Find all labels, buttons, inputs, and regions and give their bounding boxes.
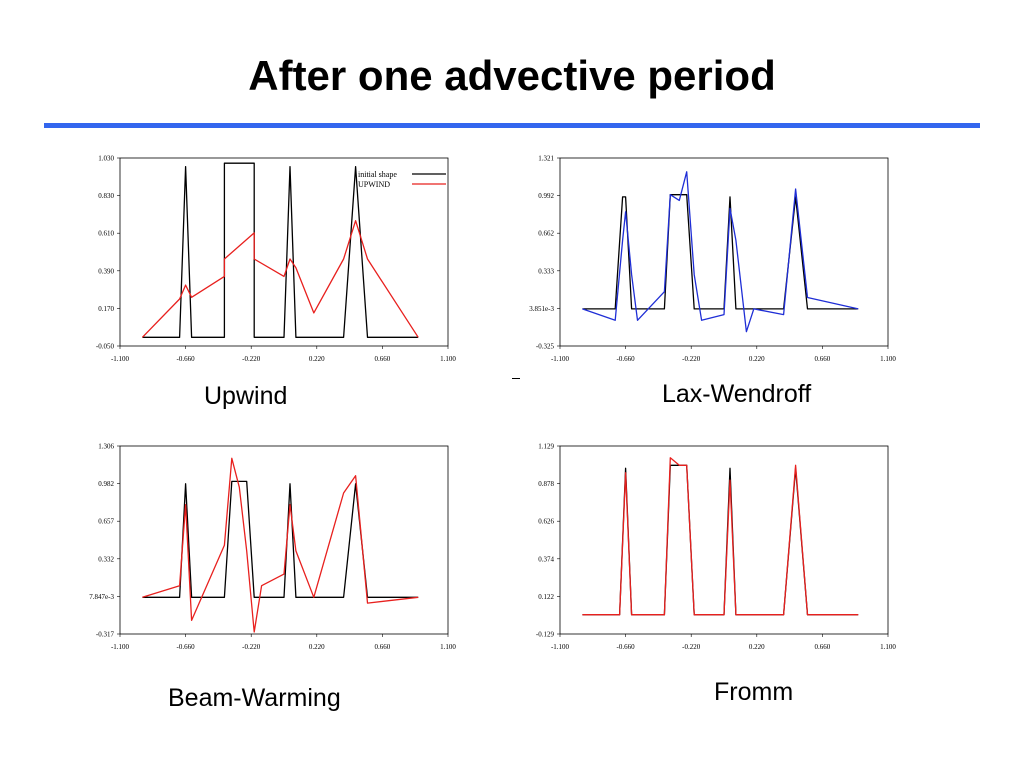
series-line-initial <box>142 480 419 598</box>
y-tick-label: 1.129 <box>538 443 554 451</box>
x-tick-label: -0.660 <box>617 643 636 651</box>
y-tick-label: 0.122 <box>538 593 554 601</box>
y-tick-label: 0.830 <box>98 192 114 200</box>
y-tick-label: 0.878 <box>538 480 554 488</box>
caption-beam-warming: Beam-Warming <box>168 684 341 712</box>
x-tick-label: 0.660 <box>375 643 391 651</box>
upwind-chart: 1.030 0.830 0.610 0.390 0.170 -0.050 -1.100 -0.… <box>80 150 475 375</box>
y-tick-label: -0.325 <box>536 343 555 351</box>
legend-entry: UPWIND <box>358 180 390 189</box>
x-tick-label: -1.100 <box>551 643 570 651</box>
series-line-scheme <box>141 220 419 338</box>
plot-frame <box>559 445 889 635</box>
series-line-scheme <box>582 457 859 616</box>
plot-frame <box>119 157 449 347</box>
y-tick-label: 1.321 <box>538 155 554 163</box>
x-tick-label: -0.220 <box>682 643 701 651</box>
x-tick-label: 0.220 <box>309 355 325 363</box>
y-tick-label: 0.657 <box>98 518 114 526</box>
y-tick-label: 0.374 <box>538 555 554 563</box>
caption-fromm: Fromm <box>714 678 794 706</box>
x-tick-label: 1.100 <box>440 643 456 651</box>
x-tick-label: -0.660 <box>177 355 196 363</box>
x-tick-label: 0.660 <box>375 355 391 363</box>
plot-frame <box>119 445 449 635</box>
y-tick-label: 0.332 <box>98 555 114 563</box>
x-tick-label: 0.220 <box>749 643 765 651</box>
x-tick-label: -0.660 <box>617 355 636 363</box>
caption-upwind: Upwind <box>204 382 288 410</box>
y-tick-label: 0.390 <box>98 267 114 275</box>
upwind-chart-svg: 1.030 0.830 0.610 0.390 0.170 -0.050 -1.100 -0.… <box>96 155 456 364</box>
x-tick-label: 0.660 <box>815 643 831 651</box>
slide-title: After one advective period <box>248 52 776 99</box>
x-tick-label: -1.100 <box>551 355 570 363</box>
y-tick-label: 1.306 <box>98 443 114 451</box>
y-tick-label: 0.992 <box>538 192 554 200</box>
plot-frame <box>559 157 889 347</box>
stray-dash <box>512 378 520 379</box>
y-tick-label: 0.626 <box>538 518 554 526</box>
title-divider <box>44 123 980 128</box>
series-line-scheme <box>582 171 859 333</box>
y-tick-label: 3.851e-3 <box>529 305 554 313</box>
y-tick-label: -0.317 <box>96 631 115 639</box>
x-tick-label: -0.220 <box>682 355 701 363</box>
series-line-initial <box>582 464 859 616</box>
x-tick-label: -0.220 <box>242 355 261 363</box>
y-tick-label: 0.982 <box>98 480 114 488</box>
y-tick-label: 0.333 <box>538 267 554 275</box>
x-tick-label: 1.100 <box>440 355 456 363</box>
series-line-initial <box>142 162 419 338</box>
x-tick-label: -1.100 <box>111 355 130 363</box>
x-tick-label: 1.100 <box>880 643 896 651</box>
y-tick-label: -0.129 <box>536 631 555 639</box>
series-line-initial <box>582 194 859 310</box>
x-tick-label: 0.660 <box>815 355 831 363</box>
beam-warming-chart: 1.306 0.982 0.657 0.332 7.847e-3 -0.317 -1.100… <box>80 438 475 663</box>
x-tick-label: 0.220 <box>749 355 765 363</box>
y-tick-label: 1.030 <box>98 155 114 163</box>
beam-warming-chart-svg: 1.306 0.982 0.657 0.332 7.847e-3 -0.317 -1.100… <box>89 443 456 652</box>
fromm-chart: 1.129 0.878 0.626 0.374 0.122 -0.129 -1.100 -0.… <box>520 438 915 663</box>
x-tick-label: 1.100 <box>880 355 896 363</box>
y-tick-label: 7.847e-3 <box>89 593 114 601</box>
x-tick-label: -0.660 <box>177 643 196 651</box>
y-tick-label: 0.170 <box>98 305 114 313</box>
fromm-chart-svg: 1.129 0.878 0.626 0.374 0.122 -0.129 -1.100 -0.… <box>536 443 896 652</box>
x-tick-label: -1.100 <box>111 643 130 651</box>
y-tick-label: -0.050 <box>96 343 115 351</box>
y-tick-label: 0.610 <box>98 230 114 238</box>
y-tick-label: 0.662 <box>538 230 554 238</box>
series-line-scheme <box>142 457 419 633</box>
caption-lax-wendroff: Lax-Wendroff <box>662 380 812 408</box>
x-tick-label: 0.220 <box>309 643 325 651</box>
lax-wendroff-chart: 1.321 0.992 0.662 0.333 3.851e-3 -0.325 -1.100… <box>520 150 915 375</box>
x-tick-label: -0.220 <box>242 643 261 651</box>
lax-wendroff-chart-svg: 1.321 0.992 0.662 0.333 3.851e-3 -0.325 -1.100… <box>529 155 896 364</box>
legend-entry: initial shape <box>358 170 397 179</box>
